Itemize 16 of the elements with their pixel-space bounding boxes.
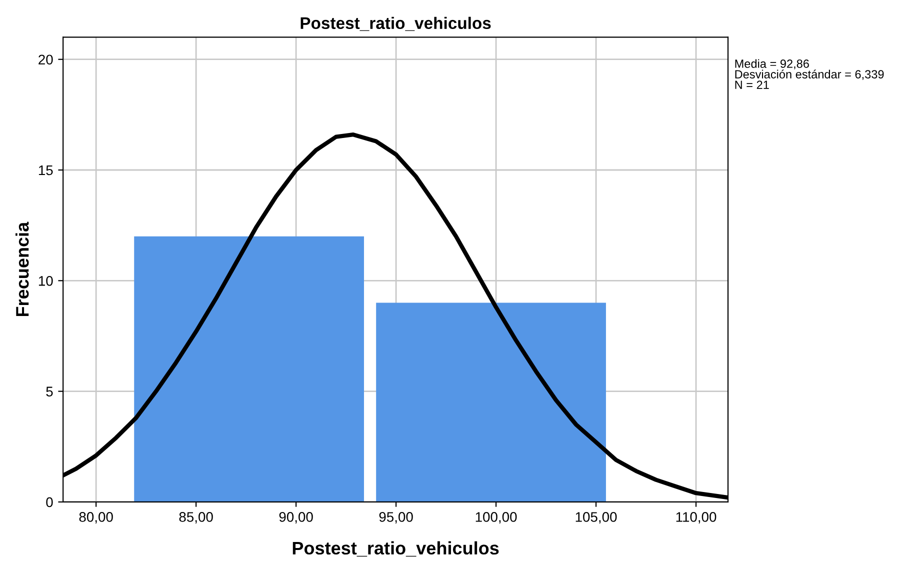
y-axis-title: Frecuencia xyxy=(16,222,29,316)
x-tick-label: 105,00 xyxy=(576,512,617,524)
y-tick-label: 5 xyxy=(46,386,53,396)
x-tick-label: 95,00 xyxy=(379,512,413,524)
chart-title: Postest_ratio_vehiculos xyxy=(300,16,491,31)
x-axis-title: Postest_ratio_vehiculos xyxy=(292,541,499,557)
x-tick-label: 80,00 xyxy=(79,512,113,524)
y-tick-label: 10 xyxy=(38,276,53,286)
x-tick-label: 100,00 xyxy=(476,512,517,524)
text: Media = 92,86 Desviación estándar = 6,339 N = 21 xyxy=(735,59,884,89)
x-tick-label: 90,00 xyxy=(279,512,313,524)
y-tick-label: 20 xyxy=(38,54,53,65)
x-tick-label: 85,00 xyxy=(179,512,213,524)
y-tick-label: 15 xyxy=(38,165,53,176)
y-tick-label: 0 xyxy=(46,497,53,508)
x-tick-label: 110,00 xyxy=(676,512,716,524)
